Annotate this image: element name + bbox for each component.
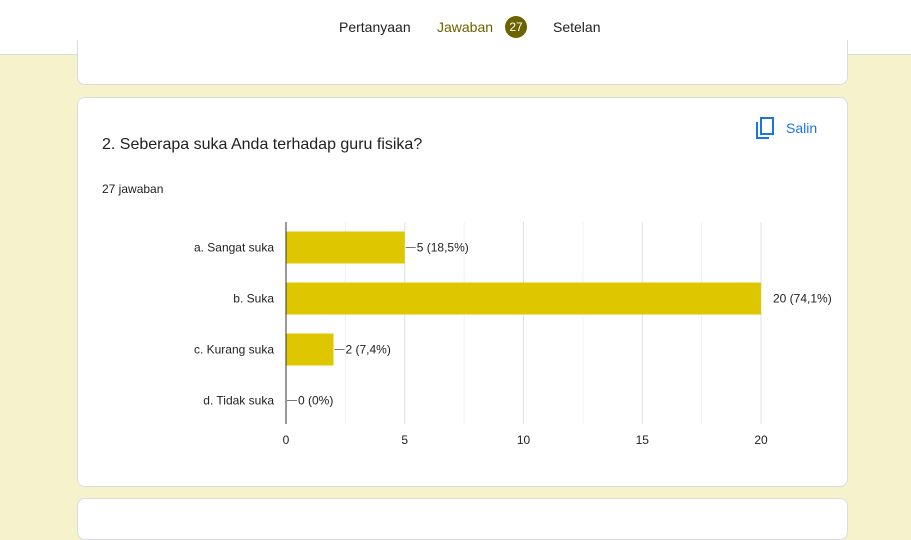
category-label: b. Suka (233, 292, 274, 306)
responses-bar-chart: a. Sangat suka 5 (18,5%) b. Suka 20 (74,1%)… (194, 222, 832, 447)
bar (286, 282, 761, 315)
x-tick-label: 10 (517, 433, 531, 447)
question-summary-card: 2. Seberapa suka Anda terhadap guru fisi… (77, 97, 848, 487)
question-title: 2. Seberapa suka Anda terhadap guru fisi… (102, 136, 423, 153)
previous-question-card (77, 40, 848, 85)
response-count: 27 jawaban (102, 182, 164, 196)
responses-count-badge: 27 (505, 16, 528, 38)
value-label: 20 (74,1%) (773, 292, 832, 306)
x-tick-label: 0 (283, 433, 290, 447)
x-tick-label: 15 (636, 433, 650, 447)
category-label: c. Kurang suka (194, 343, 274, 357)
category-label: d. Tidak suka (203, 394, 274, 408)
tab-responses-label: Jawaban (437, 19, 494, 35)
tab-responses[interactable]: Jawaban 27 (437, 0, 528, 54)
tab-settings-label: Setelan (553, 19, 601, 35)
x-tick-label: 5 (401, 433, 408, 447)
bar (286, 231, 405, 264)
value-label: 5 (18,5%) (417, 241, 469, 255)
bar (286, 333, 334, 366)
tab-settings[interactable]: Setelan (553, 0, 600, 54)
x-tick-label: 20 (754, 433, 768, 447)
value-label: 0 (0%) (298, 394, 333, 408)
next-question-card (77, 498, 848, 540)
tab-questions[interactable]: Pertanyaan (339, 0, 411, 54)
copy-icon (756, 117, 774, 139)
category-label: a. Sangat suka (194, 241, 274, 255)
copy-button-label: Salin (786, 120, 818, 136)
value-label: 2 (7,4%) (346, 343, 391, 357)
copy-chart-button[interactable]: Salin (754, 116, 817, 140)
tab-questions-label: Pertanyaan (339, 19, 411, 35)
